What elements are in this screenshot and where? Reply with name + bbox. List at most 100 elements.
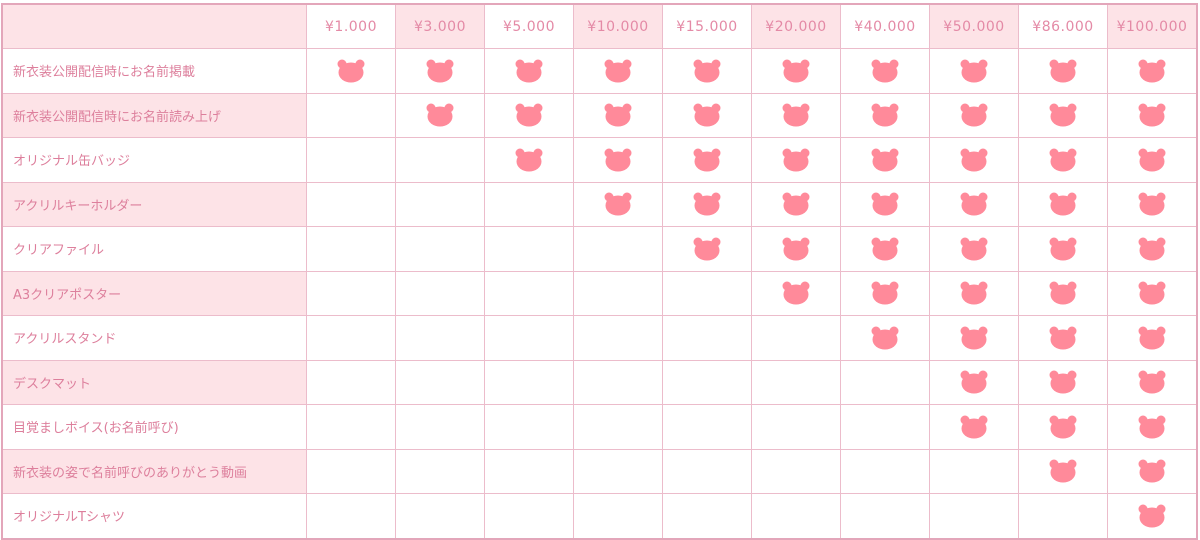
- empty-cell: [840, 359, 930, 405]
- tier-header: ¥10.000: [573, 3, 663, 49]
- included-cell: [929, 92, 1019, 138]
- included-cell: [306, 48, 396, 94]
- reward-label: アクリルスタンド: [1, 315, 307, 361]
- included-cell: [1018, 448, 1108, 494]
- tier-header: ¥100.000: [1107, 3, 1198, 49]
- table-row: 目覚ましボイス(お名前呼び): [1, 404, 1198, 450]
- empty-cell: [751, 404, 841, 450]
- bear-face-icon: [782, 237, 810, 261]
- bear-face-icon: [960, 281, 988, 305]
- empty-cell: [306, 137, 396, 183]
- empty-cell: [840, 493, 930, 539]
- bear-face-icon: [1138, 281, 1166, 305]
- reward-label: オリジナル缶バッジ: [1, 137, 307, 183]
- included-cell: [751, 92, 841, 138]
- bear-face-icon: [1049, 281, 1077, 305]
- reward-label: 新衣装公開配信時にお名前読み上げ: [1, 92, 307, 138]
- empty-cell: [484, 315, 574, 361]
- empty-cell: [662, 493, 752, 539]
- bear-face-icon: [1138, 148, 1166, 172]
- included-cell: [840, 226, 930, 272]
- reward-label: 目覚ましボイス(お名前呼び): [1, 404, 307, 450]
- corner-cell: [1, 3, 307, 49]
- bear-face-icon: [782, 103, 810, 127]
- included-cell: [1107, 404, 1198, 450]
- included-cell: [929, 359, 1019, 405]
- included-cell: [840, 92, 930, 138]
- reward-label: A3クリアポスター: [1, 270, 307, 316]
- included-cell: [395, 48, 485, 94]
- included-cell: [840, 270, 930, 316]
- bear-face-icon: [693, 103, 721, 127]
- included-cell: [929, 137, 1019, 183]
- included-cell: [1107, 92, 1198, 138]
- bear-face-icon: [960, 237, 988, 261]
- reward-label: 新衣装公開配信時にお名前掲載: [1, 48, 307, 94]
- empty-cell: [751, 359, 841, 405]
- bear-face-icon: [604, 192, 632, 216]
- bear-face-icon: [337, 59, 365, 83]
- empty-cell: [306, 359, 396, 405]
- empty-cell: [395, 270, 485, 316]
- included-cell: [929, 48, 1019, 94]
- included-cell: [840, 48, 930, 94]
- included-cell: [751, 137, 841, 183]
- bear-face-icon: [1049, 192, 1077, 216]
- included-cell: [840, 181, 930, 227]
- bear-face-icon: [1049, 237, 1077, 261]
- included-cell: [1018, 92, 1108, 138]
- bear-face-icon: [426, 59, 454, 83]
- included-cell: [662, 92, 752, 138]
- bear-face-icon: [782, 59, 810, 83]
- included-cell: [1107, 226, 1198, 272]
- bear-face-icon: [871, 148, 899, 172]
- tier-header: ¥40.000: [840, 3, 930, 49]
- included-cell: [929, 404, 1019, 450]
- bear-face-icon: [960, 148, 988, 172]
- tier-header: ¥15.000: [662, 3, 752, 49]
- bear-face-icon: [604, 148, 632, 172]
- table-row: オリジナルTシャツ: [1, 493, 1198, 539]
- included-cell: [929, 270, 1019, 316]
- included-cell: [573, 181, 663, 227]
- bear-face-icon: [1138, 370, 1166, 394]
- empty-cell: [840, 448, 930, 494]
- empty-cell: [751, 448, 841, 494]
- included-cell: [573, 48, 663, 94]
- empty-cell: [573, 315, 663, 361]
- table-row: 新衣装公開配信時にお名前掲載: [1, 48, 1198, 94]
- empty-cell: [573, 226, 663, 272]
- empty-cell: [573, 448, 663, 494]
- empty-cell: [1018, 493, 1108, 539]
- included-cell: [573, 92, 663, 138]
- included-cell: [1107, 359, 1198, 405]
- bear-face-icon: [1138, 237, 1166, 261]
- included-cell: [1107, 181, 1198, 227]
- empty-cell: [306, 226, 396, 272]
- reward-label: クリアファイル: [1, 226, 307, 272]
- empty-cell: [751, 493, 841, 539]
- bear-face-icon: [426, 103, 454, 127]
- included-cell: [929, 315, 1019, 361]
- included-cell: [751, 48, 841, 94]
- empty-cell: [662, 270, 752, 316]
- empty-cell: [573, 493, 663, 539]
- empty-cell: [573, 270, 663, 316]
- bear-face-icon: [960, 415, 988, 439]
- bear-face-icon: [960, 59, 988, 83]
- included-cell: [395, 92, 485, 138]
- bear-face-icon: [1138, 504, 1166, 528]
- bear-face-icon: [871, 59, 899, 83]
- bear-face-icon: [693, 192, 721, 216]
- bear-face-icon: [1049, 326, 1077, 350]
- included-cell: [1018, 270, 1108, 316]
- included-cell: [840, 137, 930, 183]
- empty-cell: [484, 404, 574, 450]
- bear-face-icon: [960, 103, 988, 127]
- empty-cell: [484, 226, 574, 272]
- bear-face-icon: [1138, 326, 1166, 350]
- empty-cell: [395, 359, 485, 405]
- included-cell: [1107, 315, 1198, 361]
- empty-cell: [573, 359, 663, 405]
- included-cell: [1107, 48, 1198, 94]
